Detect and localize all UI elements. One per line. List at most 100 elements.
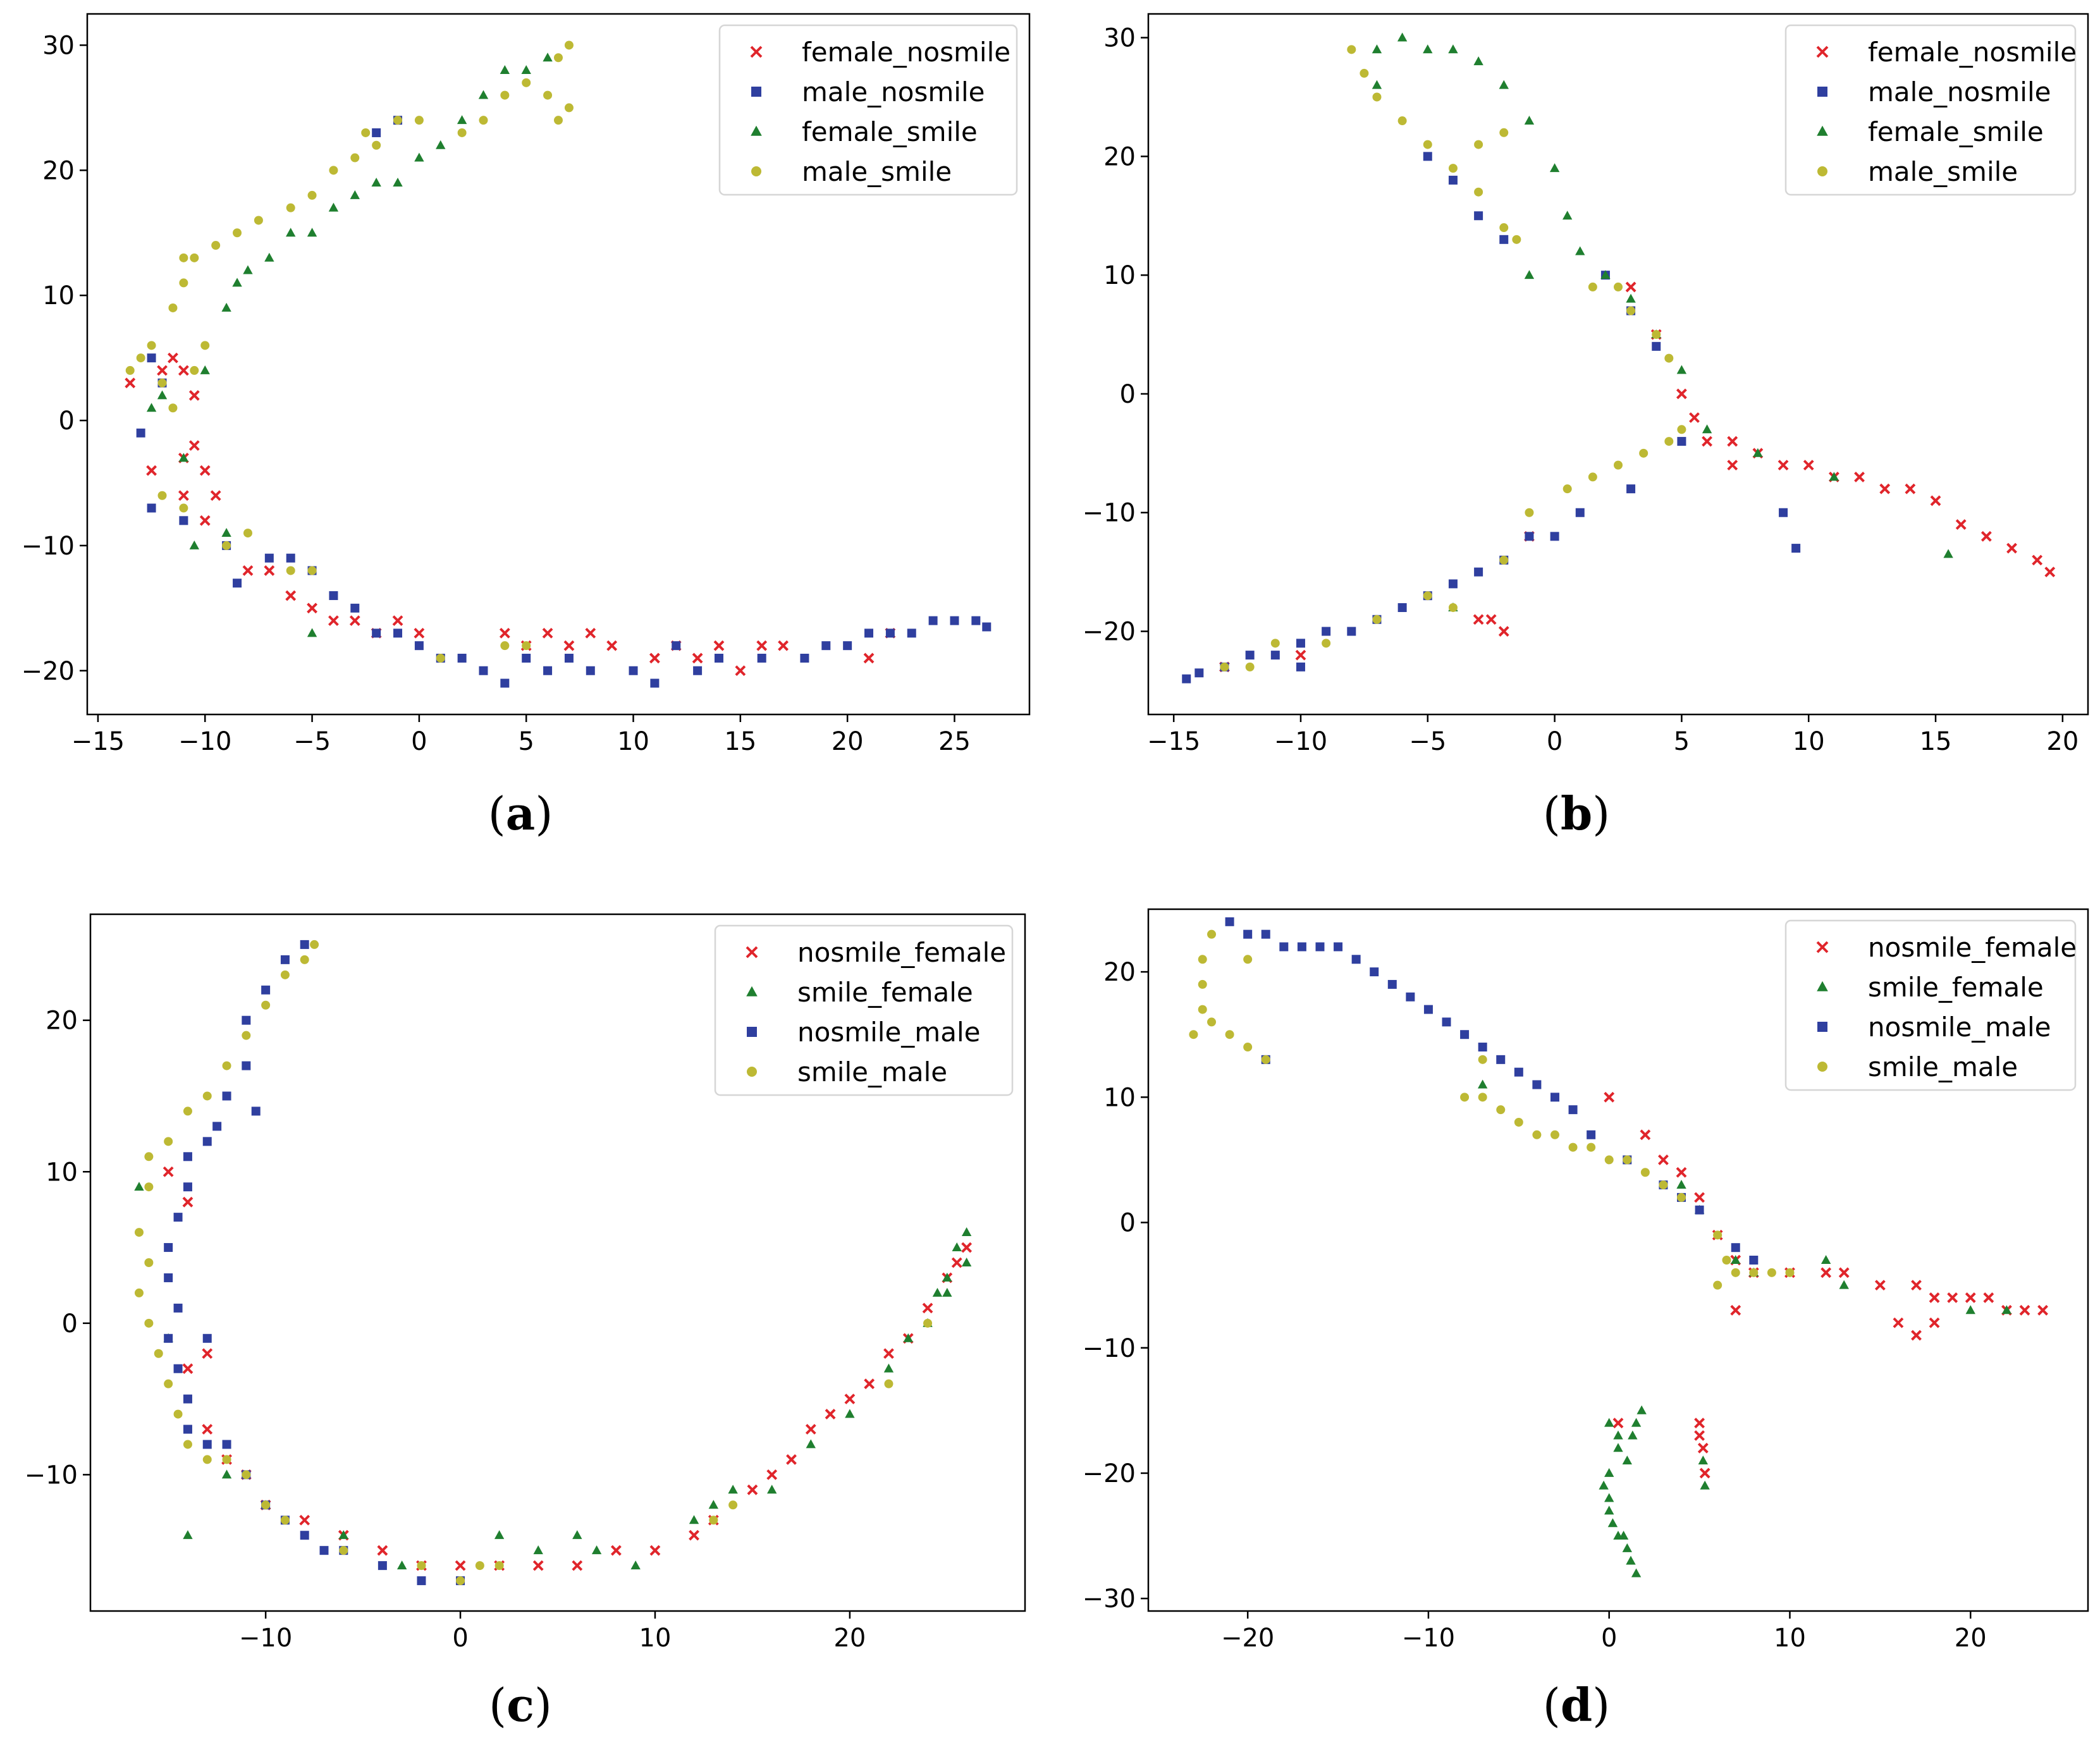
point-nosmile-female	[2037, 1304, 2048, 1316]
point-female-smile	[307, 628, 317, 637]
legend-label-female-smile: female_smile	[1868, 116, 2044, 147]
point-male-nosmile	[1194, 668, 1204, 678]
point-male-smile	[157, 491, 167, 500]
point-smile-male	[1731, 1268, 1740, 1277]
point-female-nosmile	[1879, 483, 1891, 494]
point-male-smile	[1245, 662, 1255, 671]
point-nosmile-male	[212, 1122, 222, 1131]
point-nosmile-female	[1821, 1267, 1832, 1278]
point-male-smile	[1614, 460, 1623, 470]
point-nosmile-male	[202, 1440, 212, 1449]
x-tick-label: −10	[178, 727, 231, 756]
legend-label-smile-male: smile_male	[1868, 1051, 2018, 1082]
point-male-nosmile	[1677, 437, 1686, 446]
point-male-smile	[125, 365, 135, 375]
point-nosmile-female	[844, 1394, 856, 1405]
point-male-smile	[190, 253, 199, 262]
point-smile-female	[961, 1257, 972, 1266]
point-female-nosmile	[168, 352, 178, 364]
point-nosmile-female	[1694, 1418, 1705, 1429]
point-female-nosmile	[1473, 614, 1484, 625]
point-female-smile	[189, 540, 200, 549]
point-nosmile-female	[1694, 1430, 1705, 1441]
series-nosmile-male	[164, 940, 465, 1586]
point-male-nosmile	[1182, 674, 1191, 683]
x-tick-label: 0	[1547, 727, 1563, 756]
point-female-smile	[350, 190, 360, 199]
point-smile-male	[222, 1061, 231, 1070]
point-female-smile	[1524, 270, 1535, 279]
point-male-nosmile	[136, 428, 145, 438]
legend-marker-male-nosmile	[1817, 87, 1827, 97]
panel-c: −10 0 10 20 −10 0 10 20 nosmile_female smile_fema…	[25, 913, 1026, 1732]
point-smile-male	[242, 1031, 251, 1040]
point-nosmile-male	[1532, 1080, 1542, 1089]
point-nosmile-male	[1370, 967, 1379, 977]
x-tick-label: 5	[1674, 727, 1690, 756]
point-nosmile-male	[1315, 942, 1325, 952]
point-smile-female	[591, 1545, 602, 1555]
point-male-nosmile	[714, 653, 723, 663]
point-female-nosmile	[649, 652, 660, 664]
point-nosmile-female	[1947, 1292, 1958, 1303]
point-nosmile-female	[202, 1348, 213, 1359]
point-female-smile	[1423, 44, 1433, 54]
point-male-smile	[168, 403, 178, 413]
point-male-nosmile	[1322, 627, 1331, 636]
point-male-smile	[157, 378, 167, 388]
point-nosmile-male	[1749, 1256, 1759, 1265]
point-male-smile	[361, 128, 371, 137]
point-male-smile	[457, 128, 467, 137]
y-tick-label: −10	[1083, 1334, 1136, 1363]
point-smile-female	[134, 1182, 144, 1191]
point-female-smile	[1397, 32, 1408, 42]
point-smile-male	[134, 1288, 144, 1297]
point-female-smile	[1372, 80, 1382, 89]
point-male-smile	[1423, 591, 1432, 601]
legend-label-female-nosmile: female_nosmile	[1868, 37, 2077, 68]
point-nosmile-male	[1406, 992, 1415, 1002]
point-male-nosmile	[1245, 651, 1255, 660]
point-nosmile-female	[1730, 1304, 1741, 1316]
point-male-nosmile	[1270, 651, 1280, 660]
point-male-smile	[1588, 472, 1597, 482]
point-female-nosmile	[188, 390, 200, 401]
y-tick-label: −10	[21, 532, 75, 561]
point-female-smile	[286, 228, 296, 237]
x-tick-label: −5	[1409, 727, 1446, 756]
point-nosmile-male	[1334, 942, 1343, 952]
point-nosmile-female	[805, 1424, 816, 1435]
point-smile-female	[1628, 1430, 1638, 1440]
point-male-smile	[1372, 615, 1382, 624]
point-nosmile-female	[649, 1545, 661, 1556]
point-smile-male	[475, 1561, 484, 1571]
point-smile-female	[845, 1409, 855, 1418]
point-female-nosmile	[1498, 626, 1509, 637]
point-nosmile-male	[1423, 1005, 1433, 1014]
point-nosmile-male	[1460, 1030, 1470, 1039]
point-female-nosmile	[542, 627, 553, 639]
point-nosmile-female	[1929, 1292, 1940, 1303]
point-male-nosmile	[928, 616, 938, 625]
point-male-smile	[1614, 282, 1623, 291]
point-smile-male	[1587, 1143, 1596, 1152]
point-male-smile	[211, 241, 221, 250]
legend-label-smile-female: smile_female	[1868, 972, 2044, 1003]
legend-label-smile-male: smile_male	[797, 1057, 947, 1088]
point-female-smile	[1829, 472, 1839, 481]
point-smile-male	[280, 970, 290, 979]
series-female-smile	[146, 52, 553, 637]
point-smile-female	[1622, 1543, 1632, 1552]
point-male-nosmile	[522, 653, 531, 663]
y-tick-label: −20	[21, 657, 75, 686]
point-smile-male	[222, 1455, 231, 1464]
point-male-nosmile	[1296, 639, 1305, 648]
point-female-smile	[1473, 56, 1483, 66]
point-female-nosmile	[499, 627, 510, 639]
y-tick-label: 20	[1103, 958, 1136, 987]
point-male-smile	[500, 90, 510, 100]
y-tick-label: 0	[59, 407, 75, 436]
point-female-nosmile	[285, 590, 297, 601]
series-smile-male	[1189, 929, 1795, 1290]
caption-letter-c: c	[507, 1678, 534, 1732]
